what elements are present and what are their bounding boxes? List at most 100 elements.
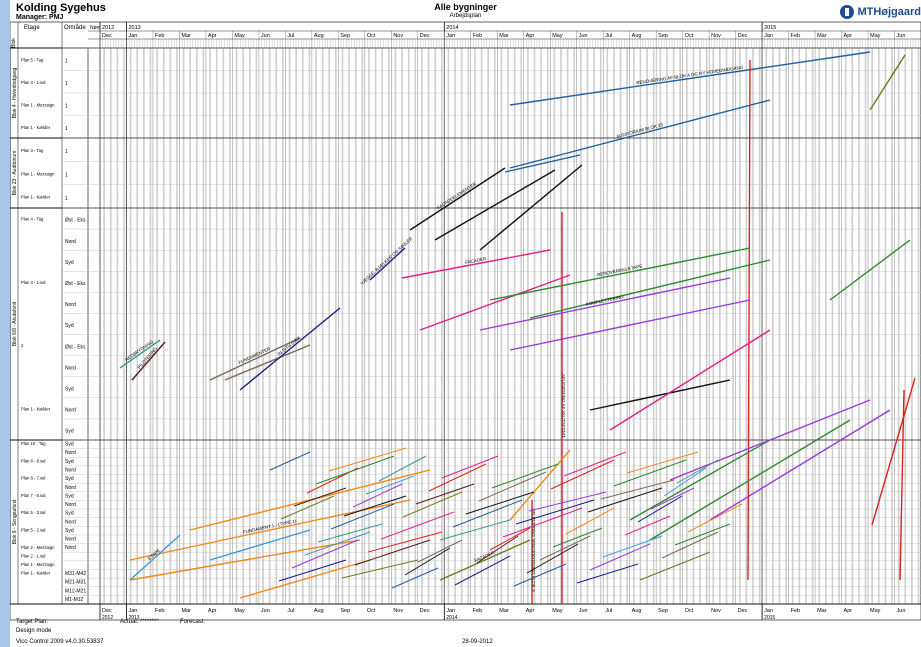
schedule-line [129,539,361,581]
etage-label: Plan 1 - Mezzaign [21,171,55,176]
month-label-bottom: Nov [711,608,721,614]
week-band [646,48,648,604]
week-band [891,48,893,604]
month-label: Aug [314,33,324,39]
month-label-bottom: Apr [208,608,217,614]
year-label-bottom: 2014 [446,615,457,621]
schedule-line [629,439,771,521]
week-band [818,48,821,604]
etage-label: Plan 1 - Kælder [21,125,51,130]
activity-line [465,491,535,515]
week-band [493,48,496,604]
week-band [361,48,364,604]
week-band [474,48,476,604]
week-band [235,48,238,604]
activity-line [441,455,499,479]
week-band [904,48,907,604]
week-band [672,48,675,604]
omrade-label: Nord [65,450,76,456]
omrade-label: M12-M21 [65,588,86,594]
month-label-bottom: Jun [579,608,588,614]
activity-line [676,459,719,484]
block-label: Blok 9 - Sengeafsnit [12,499,18,544]
week-band [785,48,787,604]
block-frame [10,137,921,209]
month-label: Nov [393,33,403,39]
etage-label: Plan 1 - Kælder [21,571,51,576]
col-header-etage: Etage [24,25,40,31]
week-band [811,48,814,604]
omrade-label: 1 [65,173,68,179]
schedule-label: AFLEVERING SENGEBYGNING BLOK 9 [531,508,536,592]
activity-line [502,507,583,538]
month-label-bottom: Oct [367,608,376,614]
activity-line [513,563,567,587]
week-band [573,48,576,604]
etage-label: Plan 7 - 6.sal [21,493,46,498]
schedule-line [209,529,311,561]
week-band [282,48,284,604]
year-label-bottom: 2013 [128,615,139,621]
week-band [103,48,105,604]
week-band [897,48,900,604]
month-label: Jul [287,33,294,39]
week-band [480,48,483,604]
week-band [864,48,867,604]
omrade-label: Syd [65,323,74,329]
activity-line [428,463,487,492]
omrade-label: Nord [65,408,76,414]
week-band [884,48,887,604]
activity-line [315,455,395,485]
col-header-omrade: Område [64,24,86,31]
omrade-label: Nord [65,537,76,543]
month-label-bottom: Sep [340,608,350,614]
activity-line [650,487,695,510]
month-label-bottom: Oct [685,608,694,614]
week-band [262,48,264,604]
col-header-blok: Blok [11,38,17,48]
omrade-label: Syd [65,260,74,266]
week-band [527,48,529,604]
activity-line [663,467,707,497]
month-label-bottom: May [870,608,881,614]
activity-line [452,499,523,528]
week-band [745,48,748,604]
month-label: Feb [791,33,800,39]
schedule-line [669,399,871,481]
month-label-bottom: Jan [764,608,773,614]
schedule-line [504,154,581,173]
omrade-label: Nord [65,545,76,551]
etage-label: 2 [21,343,24,348]
plan-subtitle: Arbejdsplan [449,13,482,19]
week-band [738,48,741,604]
week-band [136,48,139,604]
schedule-label: RENOVERING AF BLOK 4 OG NY HOVEDINDGANG [636,65,744,86]
week-band [487,48,489,604]
week-band [394,48,397,604]
project-title: Kolding Sygehus [16,2,106,14]
activity-line [674,523,731,546]
week-band [732,48,734,604]
etage-label: Plan 4 - Tag [21,217,44,222]
omrade-label: Nord [65,519,76,525]
week-band [268,48,271,604]
week-band [401,48,403,604]
etage-label: Plan 8 - 8.sal [21,458,46,463]
week-band [414,48,417,604]
etage-label: Plan 3 - Tag [21,148,44,153]
week-band [348,48,350,604]
week-band [196,48,198,604]
week-band [308,48,311,604]
month-label-bottom: Feb [473,608,482,614]
week-band [354,48,357,604]
month-label: Aug [632,33,642,39]
month-label-bottom: Feb [155,608,164,614]
week-band [123,48,125,604]
schedule-line [401,249,551,279]
omrade-label: Syd [65,386,74,392]
activity-line [587,487,663,513]
week-band [679,48,681,604]
week-band [798,48,801,604]
year-label: 2015 [764,25,776,31]
